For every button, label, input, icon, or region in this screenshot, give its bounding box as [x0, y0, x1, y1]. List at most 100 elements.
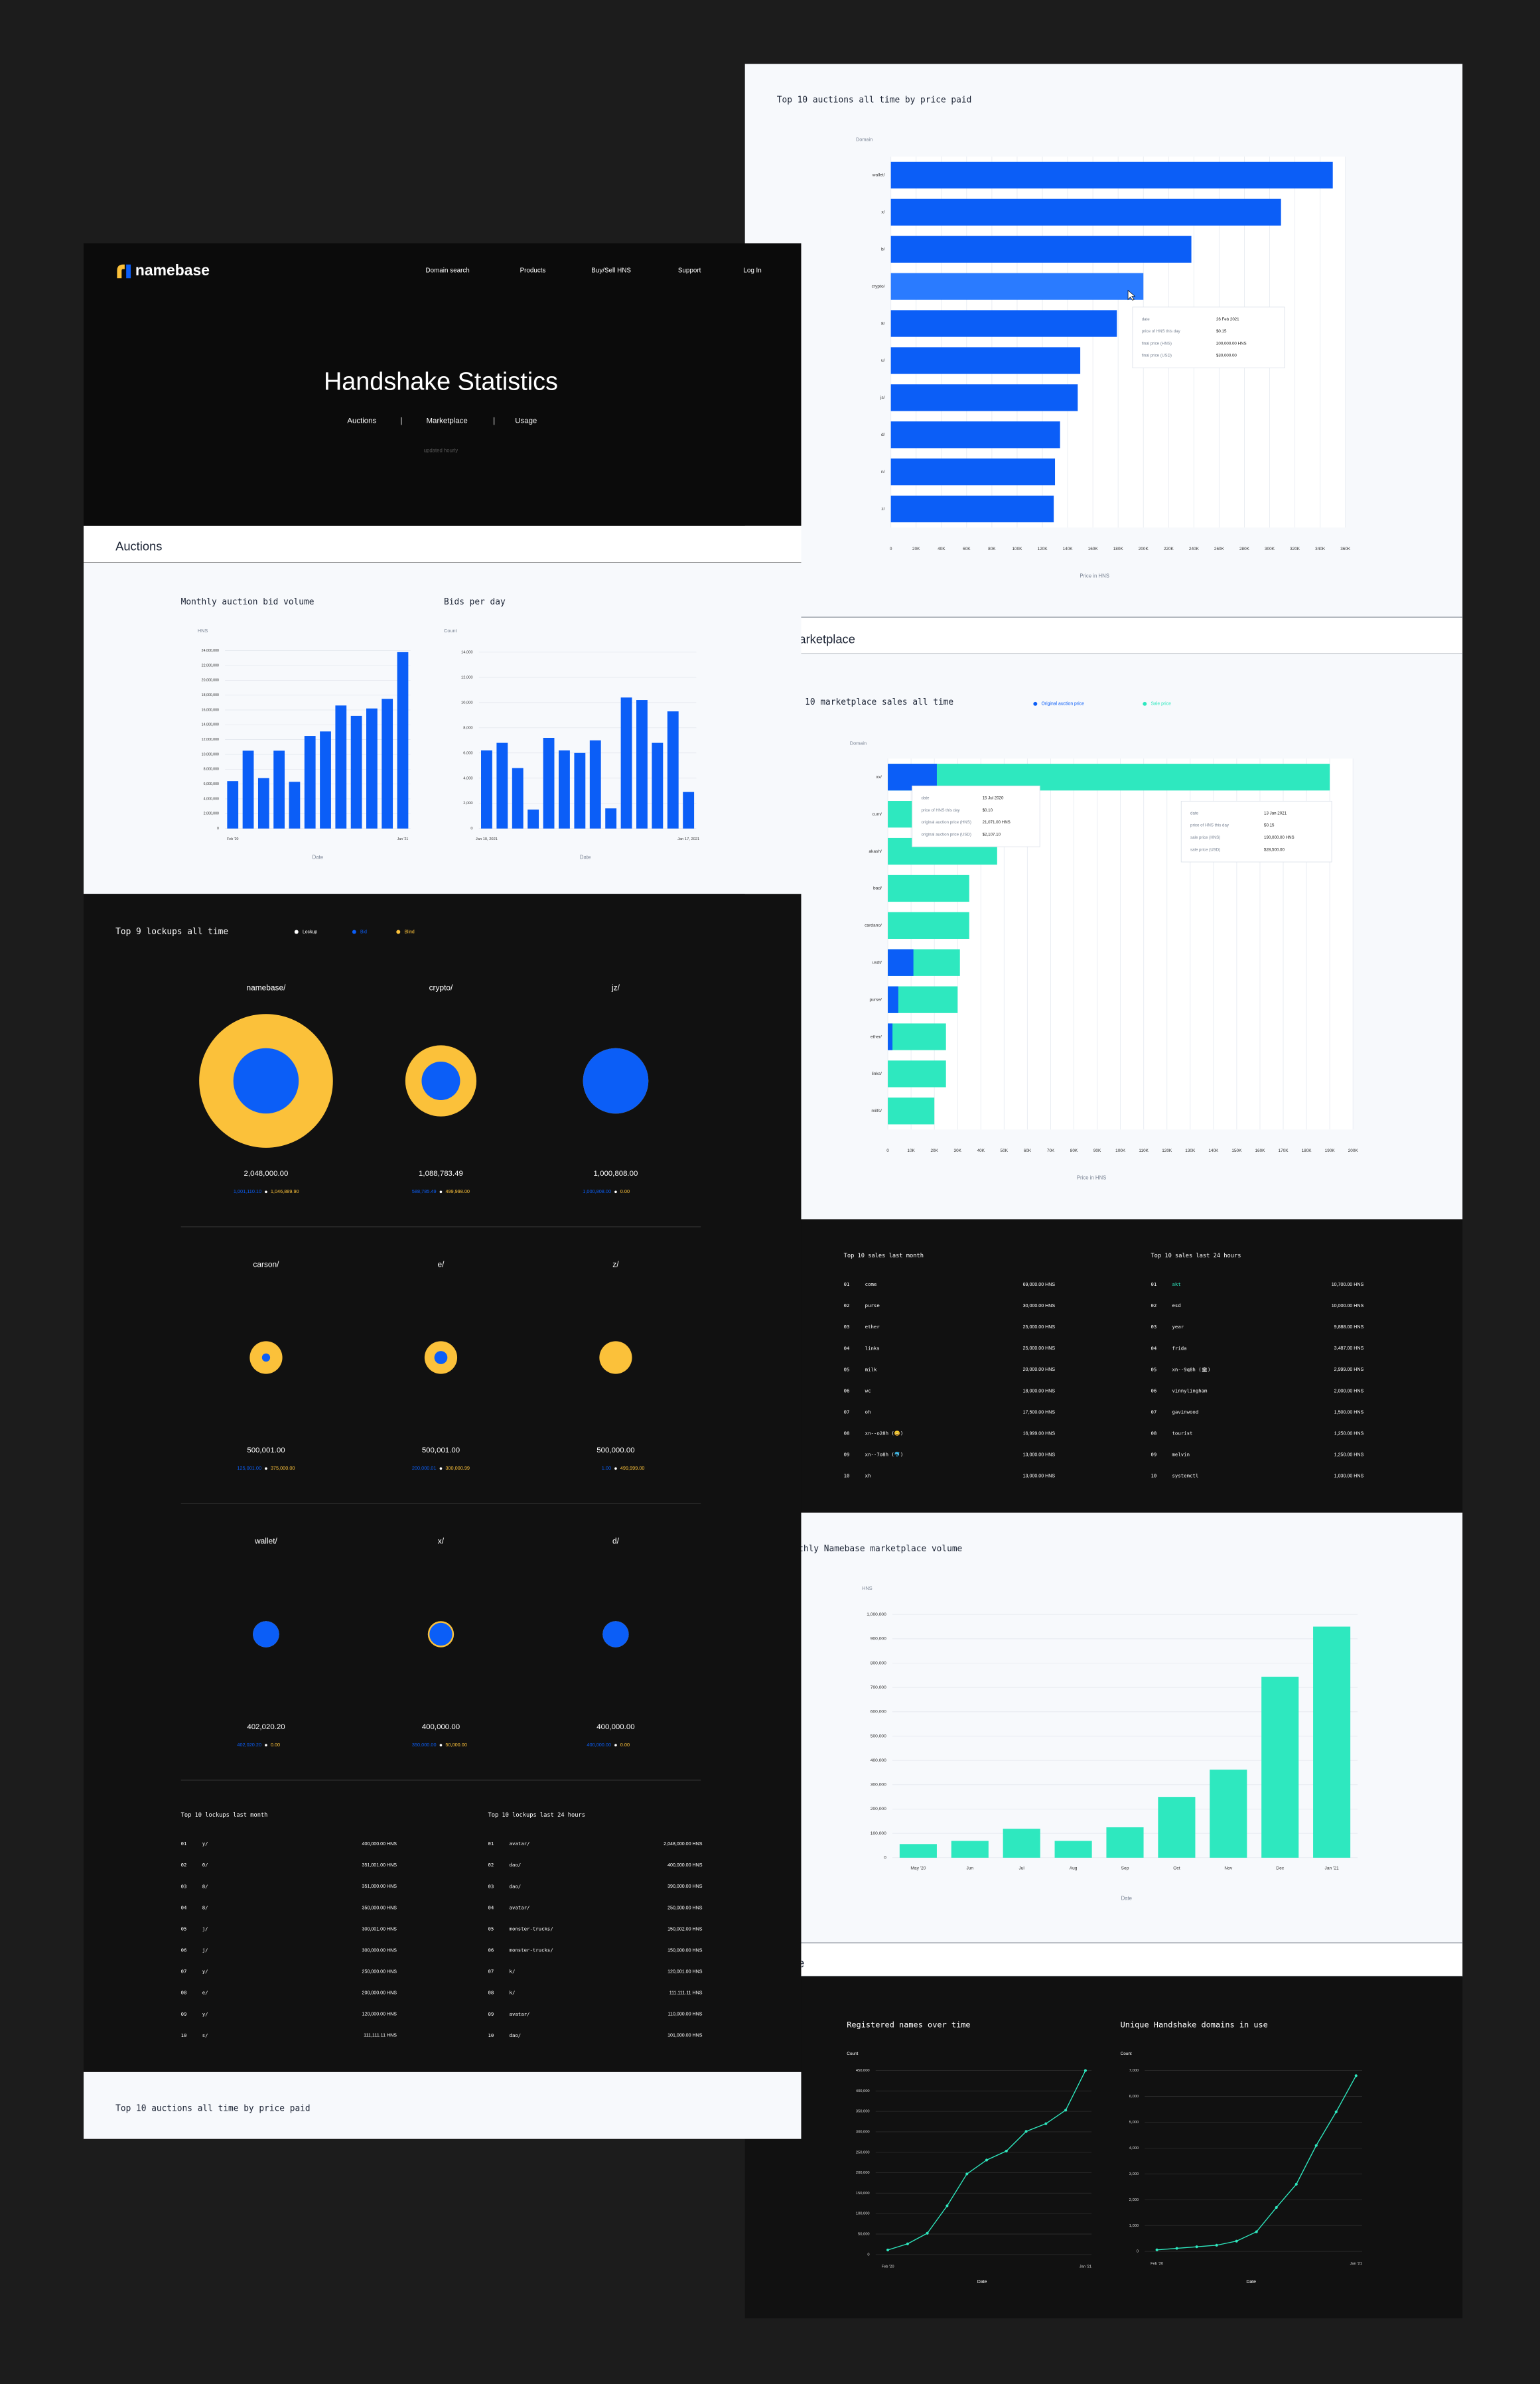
- right-panel: MarketplaceUsageTop 10 auctions all time…: [744, 64, 1463, 2319]
- name: tourist: [1172, 1431, 1193, 1437]
- y-tick-label: 20,000,000: [202, 679, 219, 683]
- section-title: Marketplace: [789, 632, 855, 646]
- bar: [1003, 1829, 1040, 1858]
- rank: 05: [844, 1366, 850, 1372]
- y-axis-label: Count: [1121, 2052, 1132, 2056]
- x-tick-label: 80K: [1070, 1149, 1078, 1153]
- rank: 04: [1151, 1345, 1156, 1351]
- name: s/: [202, 2032, 208, 2038]
- tooltip-box: [1132, 307, 1285, 368]
- separator-dot: [439, 1467, 443, 1470]
- y-tick-label: 4,000,000: [204, 797, 219, 801]
- lockup-total: 400,000.00: [596, 1723, 634, 1731]
- y-tick-label: 100,000: [871, 1831, 886, 1836]
- chart-title: Top 9 lockups all time: [115, 927, 228, 937]
- section-background: [744, 1219, 1463, 1513]
- bar: [890, 198, 1281, 226]
- separator-dot: [265, 1467, 267, 1470]
- rank: 09: [1151, 1452, 1156, 1458]
- name[interactable]: akt: [1172, 1281, 1181, 1287]
- nav-link[interactable]: Products: [520, 267, 546, 274]
- tooltip-value: $30,000.00: [1216, 354, 1237, 358]
- value: 1,250.00 HNS: [1334, 1452, 1364, 1458]
- point: [985, 2158, 989, 2162]
- x-tick-label: 140K: [1063, 547, 1074, 551]
- tooltip-value: $0.15: [1216, 329, 1227, 334]
- rank: 10: [1151, 1473, 1156, 1479]
- value: 1,500.00 HNS: [1334, 1409, 1364, 1415]
- point: [1155, 2248, 1158, 2251]
- rank: 06: [181, 1947, 187, 1953]
- bar: [890, 161, 1333, 189]
- tooltip-value: 26 Feb 2021: [1216, 317, 1239, 322]
- bid-circle: [261, 1353, 271, 1362]
- bid-amount: 1,001,110.10: [234, 1188, 261, 1194]
- x-tick-label: 160K: [1255, 1149, 1265, 1153]
- y-axis-label: HNS: [198, 628, 208, 634]
- tab[interactable]: Auctions: [347, 417, 376, 425]
- y-tick-label: 200,000: [871, 1807, 886, 1811]
- value: 2,999.00 HNS: [1334, 1367, 1364, 1372]
- x-tick-label: 170K: [1279, 1149, 1289, 1153]
- x-axis-label: Date: [1121, 1896, 1132, 1902]
- blind-amount: 375,000.00: [271, 1465, 295, 1471]
- chart-title: Monthly Namebase marketplace volume: [783, 1544, 962, 1554]
- blind-amount: 0.00: [271, 1742, 280, 1748]
- tooltip-value: 200,000.00 HNS: [1216, 341, 1247, 346]
- nav-link[interactable]: Log In: [743, 267, 761, 274]
- x-tick-label: Nov: [1224, 1866, 1232, 1871]
- bid-amount: 402,020.20: [237, 1742, 261, 1748]
- name: y/: [202, 1841, 208, 1847]
- y-tick-label: purse/: [869, 997, 882, 1002]
- bar: [512, 768, 524, 829]
- separator-dot: [614, 1744, 617, 1747]
- legend-label: Lockup: [303, 930, 317, 934]
- chart-title: Registered names over time: [847, 2020, 970, 2029]
- point: [1175, 2247, 1178, 2250]
- name: 8/: [202, 1883, 208, 1889]
- y-tick-label: 200,000: [856, 2171, 870, 2175]
- x-tick-label: 100K: [1115, 1149, 1126, 1153]
- tooltip-value: $0.10: [983, 808, 993, 813]
- name: frida: [1172, 1345, 1187, 1351]
- y-tick-label: 300,000: [871, 1783, 886, 1788]
- nav-link[interactable]: Buy/Sell HNS: [591, 267, 631, 274]
- x-tick-label: 70K: [1047, 1149, 1055, 1153]
- x-tick-label: 120K: [1038, 547, 1048, 551]
- section-background: [84, 562, 802, 894]
- value: 150,002.00 HNS: [667, 1926, 703, 1931]
- y-tick-label: 14,000,000: [202, 723, 219, 727]
- value: 25,000.00 HNS: [1023, 1324, 1056, 1330]
- y-tick-label: 14,000: [461, 650, 473, 654]
- y-tick-label: d/: [881, 433, 885, 437]
- nav-link[interactable]: Domain search: [426, 267, 470, 274]
- x-tick-label: 0: [886, 1149, 889, 1153]
- y-tick-label: 0: [884, 1856, 886, 1860]
- x-tick-label: 60K: [1024, 1149, 1032, 1153]
- nav-link[interactable]: Support: [678, 267, 701, 274]
- tooltip-label: sale price (USD): [1190, 847, 1220, 852]
- x-tick-label: Jan '21: [1350, 2262, 1362, 2266]
- table-title: Top 10 sales last 24 hours: [1151, 1253, 1241, 1259]
- section-background: [744, 1976, 1463, 2319]
- tab[interactable]: Usage: [515, 417, 537, 425]
- tooltip-label: price of HNS this day: [1142, 329, 1181, 334]
- rank: 05: [488, 1926, 494, 1931]
- x-tick-label: 150K: [1231, 1149, 1242, 1153]
- value: 17,500.00 HNS: [1023, 1409, 1056, 1415]
- value: 30,000.00 HNS: [1023, 1303, 1056, 1308]
- x-tick-label: 220K: [1164, 547, 1174, 551]
- value: 3,487.00 HNS: [1334, 1346, 1364, 1351]
- section-header: [84, 526, 802, 563]
- value: 250,000.00 HNS: [667, 1905, 703, 1910]
- y-tick-label: 8/: [881, 321, 885, 326]
- y-tick-label: cum/: [873, 812, 882, 817]
- name: xh: [865, 1473, 871, 1479]
- x-tick-label: 260K: [1214, 547, 1225, 551]
- tab[interactable]: Marketplace: [426, 417, 467, 425]
- lockup-total: 400,000.00: [422, 1723, 460, 1731]
- value: 18,000.00 HNS: [1023, 1388, 1056, 1393]
- blind-amount: 499,998.00: [445, 1188, 470, 1194]
- rank: 07: [181, 1969, 187, 1975]
- x-tick-label: 160K: [1088, 547, 1099, 551]
